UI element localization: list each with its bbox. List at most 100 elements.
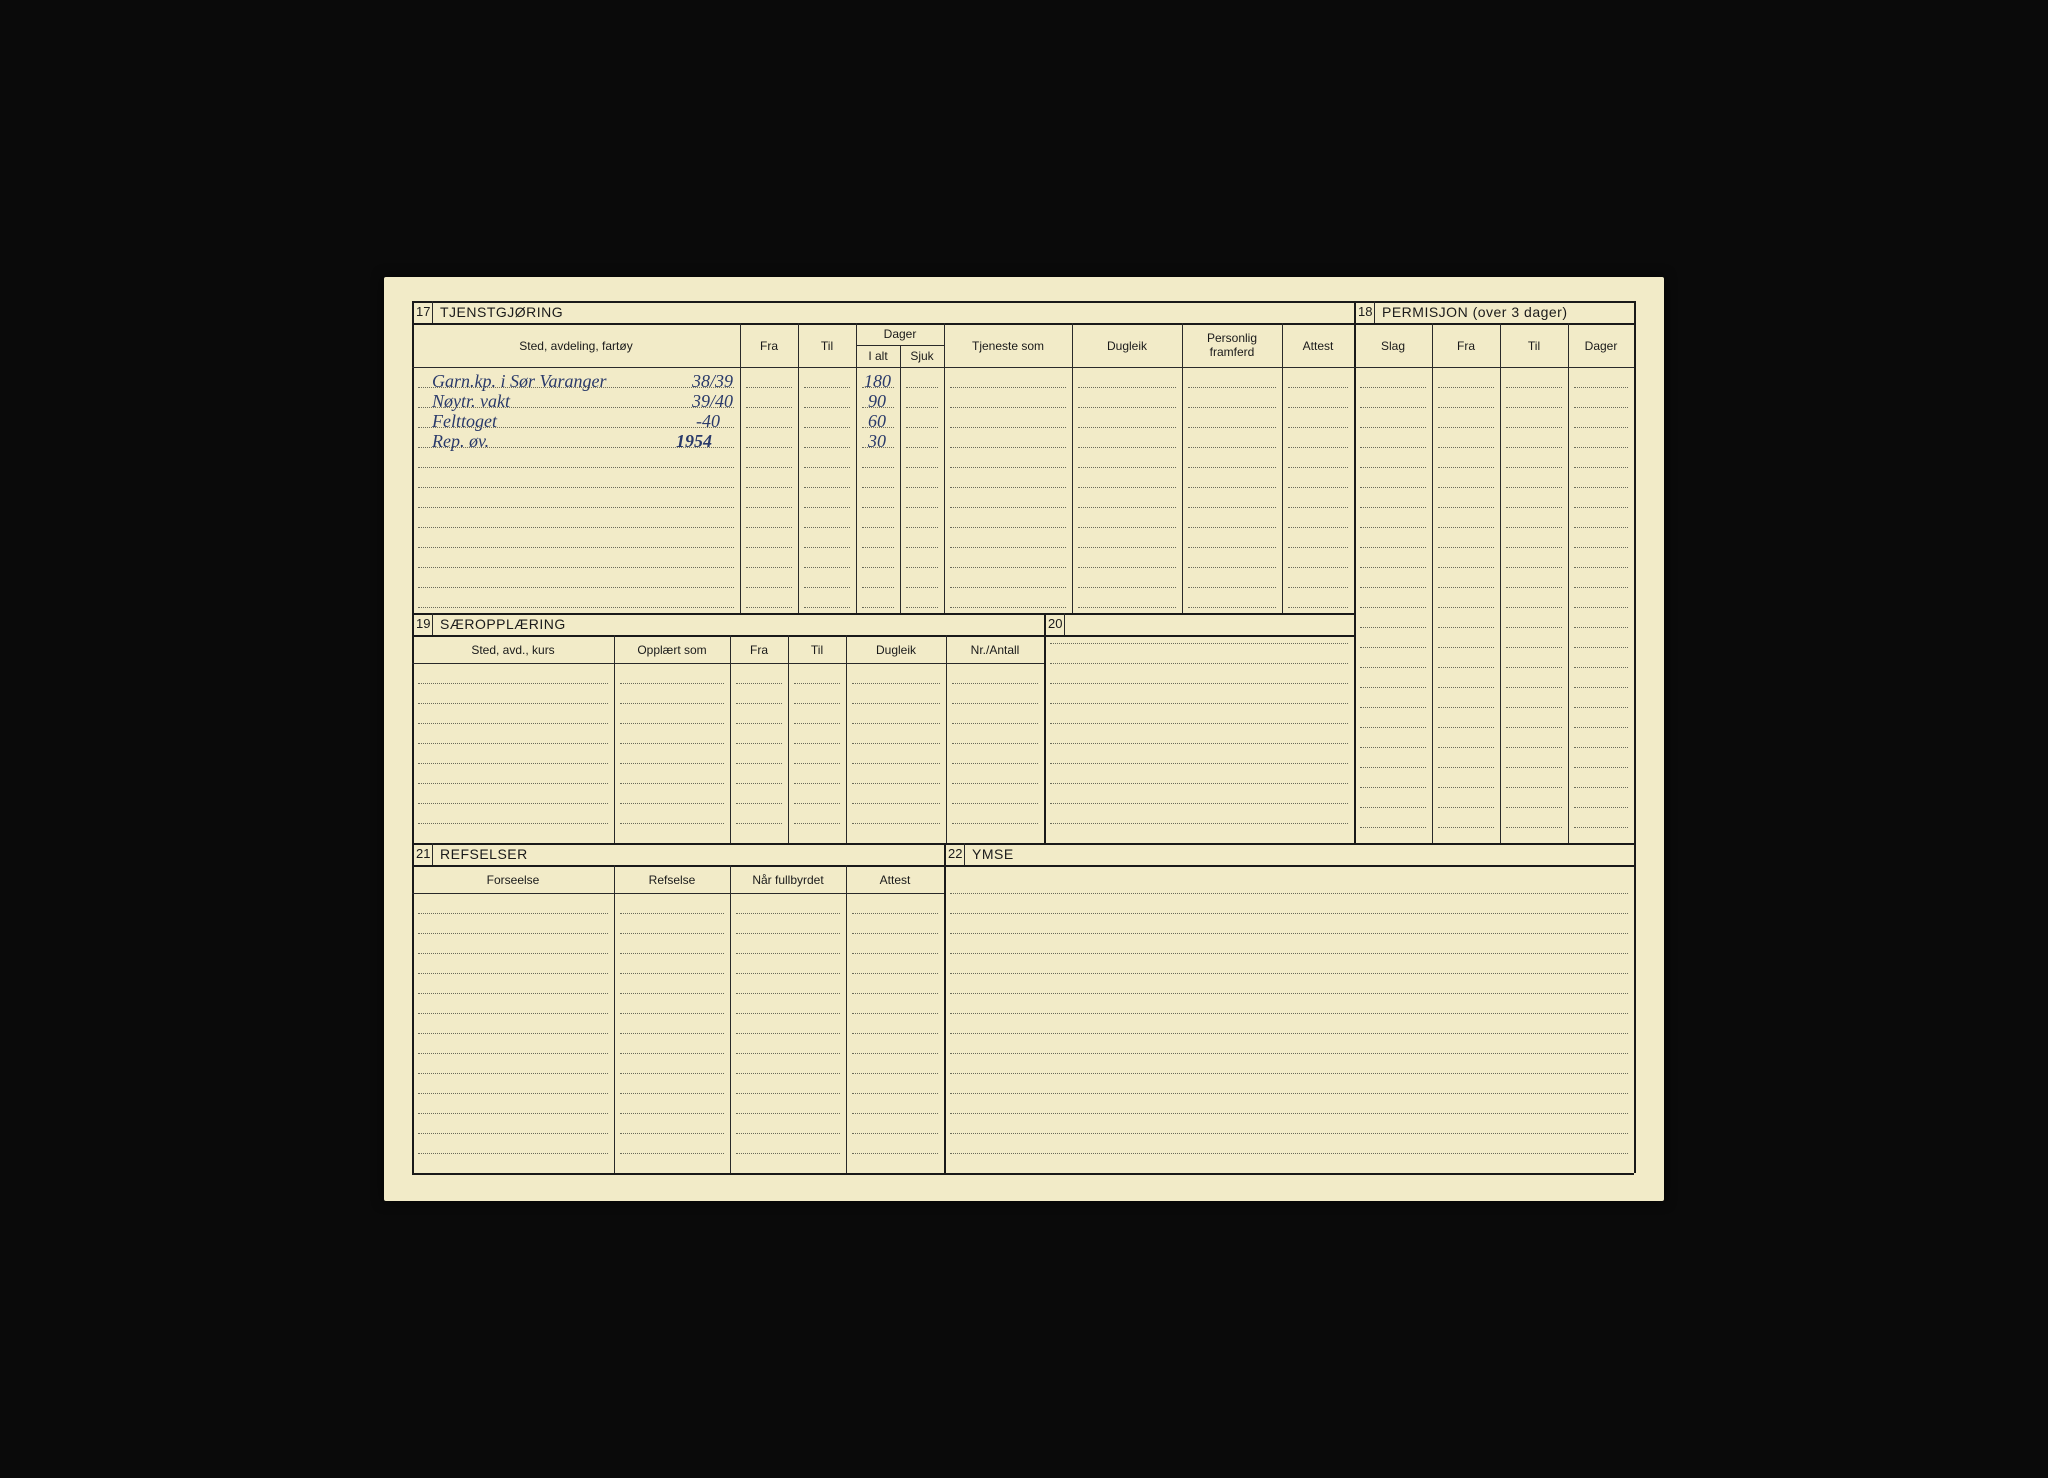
dotted-cell	[1078, 487, 1176, 488]
dotted-cell	[852, 953, 938, 954]
dotted-cell	[1288, 387, 1348, 388]
dotted-cell	[952, 823, 1038, 824]
dotted-cell	[1506, 727, 1562, 728]
dotted-cell	[736, 1133, 840, 1134]
dotted-cell	[1574, 647, 1628, 648]
dotted-cell	[746, 447, 792, 448]
dotted-cell	[862, 407, 894, 408]
dotted-cell	[950, 1113, 1628, 1114]
dotted-cell	[746, 387, 792, 388]
dotted-cell	[1506, 427, 1562, 428]
dotted-cell	[1360, 667, 1426, 668]
dotted-cell	[1438, 587, 1494, 588]
dotted-cell	[1078, 407, 1176, 408]
dotted-cell	[620, 1113, 724, 1114]
s18-col-dager: Dager	[1568, 339, 1634, 353]
dotted-cell	[1438, 787, 1494, 788]
dotted-cell	[1506, 647, 1562, 648]
dotted-cell	[1506, 687, 1562, 688]
dotted-cell	[950, 427, 1066, 428]
dotted-cell	[736, 973, 840, 974]
dotted-cell	[852, 823, 940, 824]
dotted-cell	[1438, 707, 1494, 708]
dotted-cell	[736, 1073, 840, 1074]
dotted-cell	[1506, 527, 1562, 528]
dotted-cell	[418, 803, 608, 804]
dotted-cell	[418, 783, 608, 784]
dotted-cell	[1360, 387, 1426, 388]
dotted-cell	[804, 527, 850, 528]
dotted-cell	[862, 527, 894, 528]
dotted-cell	[952, 803, 1038, 804]
dotted-cell	[1360, 767, 1426, 768]
dotted-cell	[620, 823, 724, 824]
dotted-cell	[1188, 587, 1276, 588]
section-18-title: PERMISJON (over 3 dager)	[1382, 304, 1568, 320]
s21-col-forseelse: Forseelse	[412, 873, 614, 887]
dotted-cell	[852, 1073, 938, 1074]
dotted-cell	[1506, 487, 1562, 488]
dotted-cell	[736, 743, 782, 744]
dotted-cell	[1438, 547, 1494, 548]
dotted-cell	[862, 447, 894, 448]
dotted-cell	[950, 1033, 1628, 1034]
s17-col-personlig: Personligframferd	[1182, 331, 1282, 360]
dotted-cell	[862, 587, 894, 588]
s21-col-attest: Attest	[846, 873, 944, 887]
dotted-cell	[418, 1033, 608, 1034]
dotted-cell	[1506, 447, 1562, 448]
s17-row0-year: 38/39	[692, 371, 733, 392]
dotted-cell	[1360, 447, 1426, 448]
s19-col-opplart: Opplært som	[614, 643, 730, 657]
dotted-cell	[952, 703, 1038, 704]
dotted-cell	[804, 427, 850, 428]
dotted-cell	[1574, 747, 1628, 748]
dotted-cell	[1574, 527, 1628, 528]
dotted-cell	[906, 467, 938, 468]
s17-col-sjuk: Sjuk	[900, 349, 944, 363]
dotted-cell	[746, 487, 792, 488]
dotted-cell	[804, 387, 850, 388]
dotted-cell	[1574, 807, 1628, 808]
dotted-cell	[746, 427, 792, 428]
s17-row1-year: 39/40	[692, 391, 733, 412]
dotted-cell	[862, 387, 894, 388]
dotted-cell	[1438, 507, 1494, 508]
s17-col-tjeneste: Tjeneste som	[944, 339, 1072, 353]
dotted-cell	[794, 703, 840, 704]
dotted-cell	[950, 913, 1628, 914]
dotted-cell	[952, 783, 1038, 784]
dotted-cell	[1574, 827, 1628, 828]
dotted-cell	[906, 607, 938, 608]
dotted-cell	[746, 547, 792, 548]
dotted-cell	[736, 953, 840, 954]
s17-col-fra: Fra	[740, 339, 798, 353]
dotted-cell	[1438, 667, 1494, 668]
dotted-cell	[1360, 407, 1426, 408]
dotted-cell	[1360, 527, 1426, 528]
dotted-cell	[906, 387, 938, 388]
dotted-cell	[852, 703, 940, 704]
dotted-cell	[1288, 507, 1348, 508]
dotted-cell	[736, 783, 782, 784]
dotted-cell	[418, 743, 608, 744]
dotted-cell	[418, 447, 734, 448]
s17-row3-year: 1954	[676, 431, 712, 452]
dotted-cell	[794, 803, 840, 804]
section-21-title: REFSELSER	[440, 846, 528, 862]
s17-col-sted: Sted, avdeling, fartøy	[412, 339, 740, 353]
dotted-cell	[950, 567, 1066, 568]
dotted-cell	[1050, 803, 1348, 804]
dotted-cell	[620, 993, 724, 994]
dotted-cell	[950, 1053, 1628, 1054]
dotted-cell	[804, 407, 850, 408]
dotted-cell	[950, 953, 1628, 954]
dotted-cell	[1360, 807, 1426, 808]
dotted-cell	[1188, 407, 1276, 408]
s19-col-dugleik: Dugleik	[846, 643, 946, 657]
dotted-cell	[852, 1053, 938, 1054]
dotted-cell	[1288, 407, 1348, 408]
dotted-cell	[1050, 703, 1348, 704]
dotted-cell	[418, 1013, 608, 1014]
dotted-cell	[952, 763, 1038, 764]
